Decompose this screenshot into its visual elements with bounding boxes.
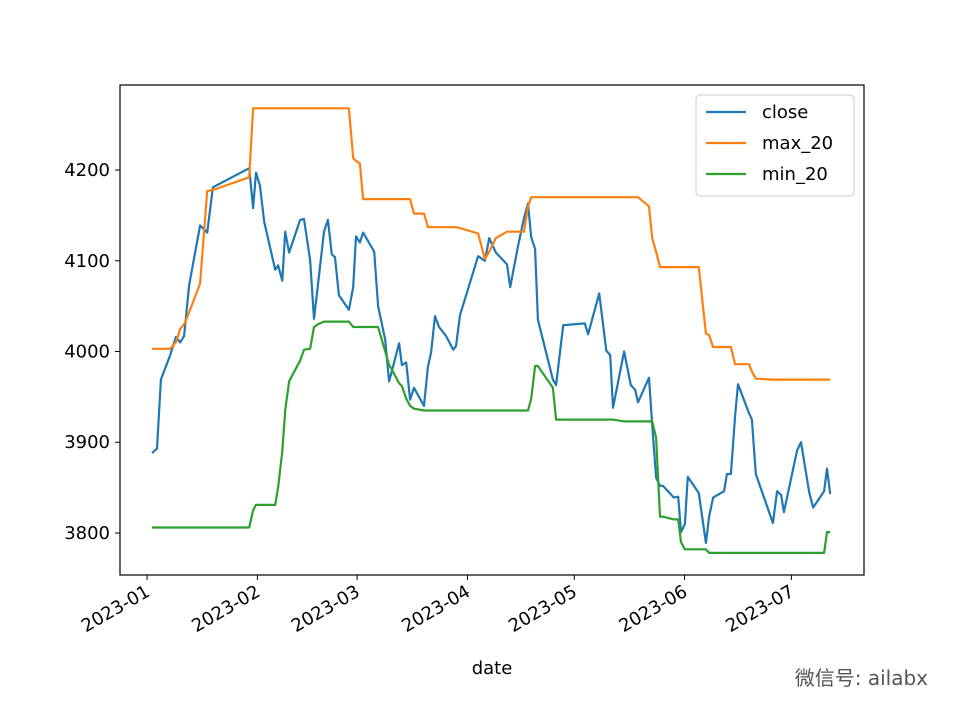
x-tick-label: 2023-02 xyxy=(188,581,264,637)
x-tick-label: 2023-04 xyxy=(398,581,474,637)
line-series xyxy=(151,167,832,545)
line-series xyxy=(152,320,831,554)
x-tick-label: 2023-01 xyxy=(78,581,154,637)
legend-label: min_20 xyxy=(762,164,828,185)
axes-frame xyxy=(119,84,865,576)
legend-label: max_20 xyxy=(762,133,833,154)
x-tick-label: 2023-07 xyxy=(722,581,798,637)
x-tick-label: 2023-06 xyxy=(615,581,691,637)
legend-box xyxy=(695,94,855,197)
y-tick-label: 3900 xyxy=(64,432,110,453)
y-tick-label: 4200 xyxy=(64,160,110,181)
x-tick-label: 2023-03 xyxy=(288,581,364,637)
line-series xyxy=(152,107,831,381)
x-tick-label: 2023-05 xyxy=(505,581,581,637)
y-tick-label: 3800 xyxy=(64,523,110,544)
y-tick-label: 4000 xyxy=(64,342,110,363)
watermark: 微信号: ailabx xyxy=(795,666,928,690)
y-tick-label: 4100 xyxy=(64,251,110,272)
legend: close max_20 min_20 xyxy=(695,94,855,197)
legend-label: close xyxy=(762,102,808,123)
x-axis-label: date xyxy=(472,658,513,679)
